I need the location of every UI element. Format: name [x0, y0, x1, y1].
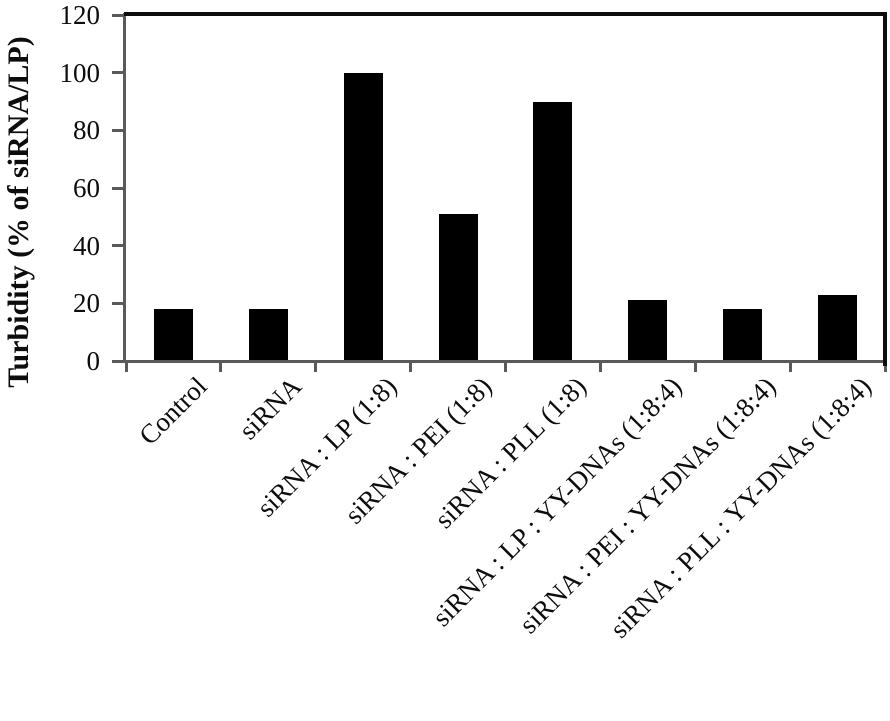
y-axis-tick [112, 13, 126, 17]
y-tick-label: 120 [59, 0, 101, 30]
x-axis-tick [883, 361, 887, 372]
y-tick-label: 60 [73, 173, 100, 203]
y-axis-tick [112, 186, 126, 190]
y-tick-label: 0 [86, 346, 101, 376]
y-tick-label: 40 [73, 230, 100, 261]
bar [438, 213, 478, 361]
x-axis-tick [598, 361, 602, 372]
bar [723, 309, 763, 361]
y-axis-tick [112, 128, 126, 132]
x-axis-tick [219, 361, 223, 372]
y-axis-tick [112, 301, 126, 305]
y-tick-label: 100 [59, 57, 101, 88]
x-axis-tick [788, 361, 792, 372]
bar [343, 72, 383, 361]
x-axis-tick [504, 361, 507, 372]
x-tick-label: siRNA [233, 371, 308, 446]
bar [533, 101, 573, 361]
x-axis-tick [314, 361, 318, 372]
bar [248, 309, 288, 361]
x-axis-tick [409, 361, 413, 372]
bar [153, 309, 193, 361]
x-axis-tick [693, 361, 697, 372]
y-axis-tick [112, 71, 126, 75]
y-tick-label: 20 [73, 288, 100, 319]
x-axis-tick [124, 361, 128, 372]
bar [818, 294, 858, 361]
plot-area-border [124, 12, 887, 366]
y-axis-tick [112, 359, 126, 363]
y-axis-tick [112, 244, 126, 248]
x-tick-label: Control [133, 371, 213, 451]
y-tick-label: 80 [73, 115, 100, 146]
bar [628, 300, 668, 361]
y-axis-title: Turbidity (% of siRNA/LP) [2, 36, 35, 388]
